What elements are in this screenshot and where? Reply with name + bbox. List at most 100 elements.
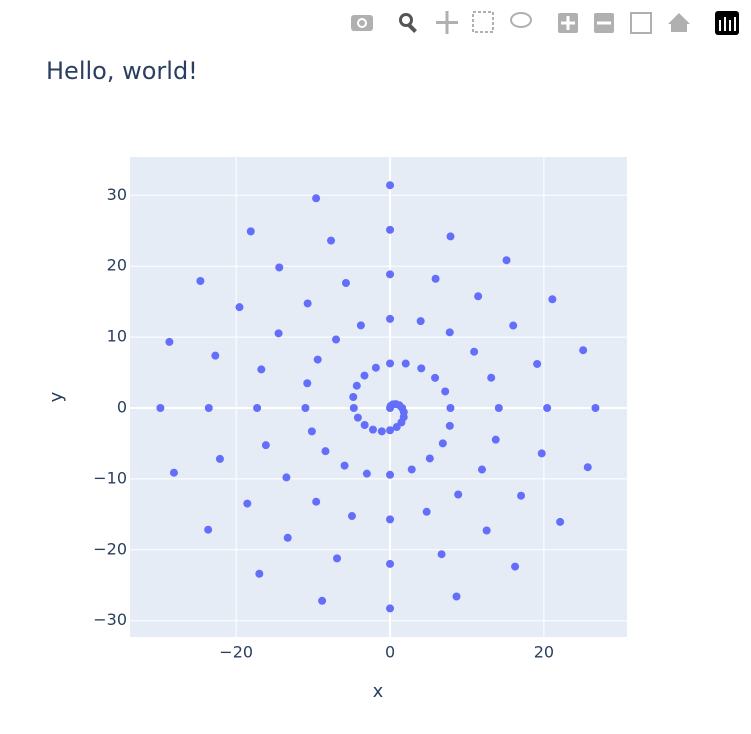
point [386,314,395,323]
point [257,365,266,374]
y-tick-label: 30 [107,185,127,204]
point [274,329,283,338]
point [333,554,342,563]
point [169,468,178,477]
point [386,604,395,613]
point [487,373,496,382]
point [422,507,431,516]
lasso-button[interactable] [510,12,532,28]
point [301,403,310,412]
zoom-in-button[interactable] [558,13,578,33]
point [340,461,349,470]
point [533,359,542,368]
point [474,292,483,301]
point [318,596,327,605]
point [386,559,395,568]
point [352,381,361,390]
point [579,346,588,355]
point [556,517,565,526]
point [441,387,450,396]
modebar [351,11,739,35]
point [482,526,491,535]
point [494,403,503,412]
y-tick-label: 20 [107,256,127,275]
point [417,364,426,373]
point [360,421,369,430]
point [215,454,224,463]
point [356,321,365,330]
point [491,435,500,444]
point [261,441,270,450]
chart-title: Hello, world! [46,57,198,85]
point [454,490,463,499]
zoom-out-button[interactable] [594,13,614,33]
point [445,328,454,337]
autoscale-button[interactable] [630,12,652,34]
point [360,371,369,380]
point [548,295,557,304]
point [386,359,395,368]
point [401,359,410,368]
point [517,491,526,500]
y-tick-label: −30 [93,610,127,629]
point [386,225,395,234]
point [431,373,440,382]
point [353,413,362,422]
x-axis-title: x [373,681,384,702]
point [204,525,213,534]
point [386,270,395,279]
plot-area [130,157,627,637]
point [452,592,461,601]
point [255,569,264,578]
point [282,473,291,482]
point [341,278,350,287]
point [509,321,518,330]
point [349,393,358,401]
point [591,403,600,412]
point [312,497,321,506]
point [313,355,322,364]
point [362,469,371,478]
point [211,351,220,360]
point [371,363,380,372]
point [303,299,312,308]
point [307,427,316,436]
point [275,263,284,272]
point [368,425,377,434]
camera-button[interactable] [351,15,373,31]
x-tick-label: −20 [219,643,253,662]
point [445,421,454,430]
point [327,236,336,245]
point [502,256,511,265]
x-tick-label: 0 [385,643,395,662]
point [235,303,244,312]
point [425,454,434,463]
zoom-button[interactable] [399,13,417,33]
point [470,347,479,356]
point [386,515,395,524]
point [156,403,165,412]
point [386,470,395,479]
box-select-button[interactable] [472,11,494,33]
point [321,447,330,456]
point [543,403,552,412]
point [253,403,262,412]
point [204,403,213,412]
y-tick-label: 10 [107,327,127,346]
point [243,499,252,508]
point [407,465,416,474]
point [416,317,425,326]
reset-button[interactable] [668,13,690,32]
plotly-logo[interactable] [715,11,739,35]
point [332,335,341,344]
point [446,403,455,412]
y-tick-label: −20 [93,539,127,558]
point [246,227,255,236]
pan-button[interactable] [436,11,458,34]
point [511,562,520,571]
y-tick-label: 0 [117,397,127,416]
point [431,274,440,283]
point [377,427,386,436]
point [537,449,546,458]
